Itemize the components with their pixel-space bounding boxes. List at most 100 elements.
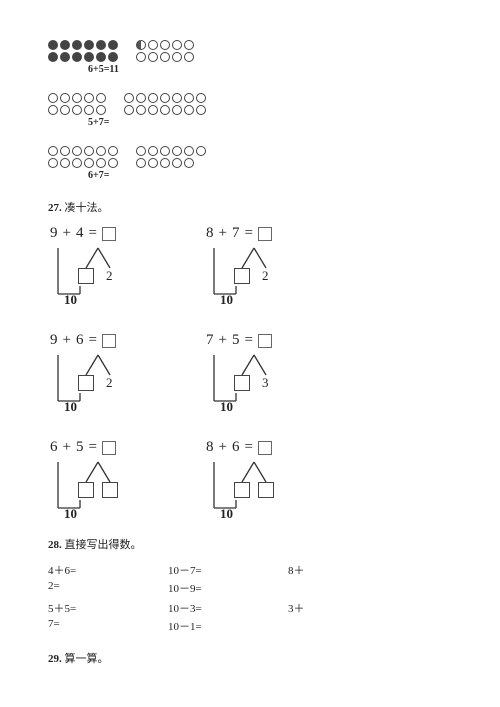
dot — [72, 93, 82, 103]
split-box-left[interactable] — [234, 375, 250, 391]
split-box-left[interactable] — [234, 268, 250, 284]
ten-label: 10 — [64, 506, 77, 522]
dot — [184, 146, 194, 156]
dot — [96, 40, 106, 50]
split-right-value: 2 — [262, 268, 269, 284]
dot — [84, 105, 94, 115]
answer-box[interactable] — [102, 227, 116, 241]
dot — [172, 158, 182, 168]
dot-row — [48, 146, 460, 156]
dot — [96, 146, 106, 156]
dot — [48, 93, 58, 103]
arith-cell: 7= — [48, 618, 168, 634]
dot — [184, 158, 194, 168]
dot — [136, 105, 146, 115]
answer-box[interactable] — [258, 441, 272, 455]
dot — [160, 146, 170, 156]
dot — [48, 52, 58, 62]
arithmetic-grid: 4＋6=10－7=8＋2=10－9=5＋5=10－3=3＋7=10－1= — [48, 562, 460, 634]
dot — [96, 158, 106, 168]
dot — [160, 40, 170, 50]
ten-label: 10 — [64, 292, 77, 308]
make-ten-expression: 7+5= — [206, 332, 326, 349]
split-box-right[interactable] — [258, 482, 274, 498]
dot — [148, 105, 158, 115]
dot-row — [48, 52, 460, 62]
split-box-left[interactable] — [78, 482, 94, 498]
dot — [60, 52, 70, 62]
arith-cell: 10－3= — [168, 600, 288, 616]
answer-box[interactable] — [102, 334, 116, 348]
dot-row — [48, 158, 460, 168]
addend-a: 6 — [50, 439, 59, 456]
make-ten-item: 8+7=210 — [206, 225, 326, 306]
make-ten-item: 7+5= 310 — [206, 332, 326, 413]
split-box-left[interactable] — [78, 375, 94, 391]
make-ten-item: 9+4= 210 — [50, 225, 170, 306]
addend-b: 5 — [232, 332, 241, 349]
dot — [96, 93, 106, 103]
dot — [160, 158, 170, 168]
arith-cell: 10－7= — [168, 562, 288, 578]
dot — [60, 158, 70, 168]
dot — [136, 40, 146, 50]
dot — [172, 93, 182, 103]
dot — [172, 52, 182, 62]
dot — [136, 52, 146, 62]
dot — [60, 146, 70, 156]
addend-b: 5 — [76, 439, 85, 456]
answer-box[interactable] — [258, 227, 272, 241]
split-box-left[interactable] — [234, 482, 250, 498]
arith-cell — [288, 618, 368, 634]
arith-cell — [288, 580, 368, 596]
make-ten-diagram: 210 — [50, 246, 160, 306]
dot — [48, 40, 58, 50]
dot — [108, 52, 118, 62]
dot — [84, 40, 94, 50]
dot — [136, 158, 146, 168]
question-28-heading: 28. 直接写出得数。 — [48, 536, 460, 552]
dot — [160, 93, 170, 103]
addend-a: 9 — [50, 332, 59, 349]
q28-number: 28. — [48, 539, 62, 551]
question-27-heading: 27. 凑十法。 — [48, 199, 460, 215]
dot — [48, 158, 58, 168]
dot-problem: 6+7= — [48, 146, 460, 181]
dot — [48, 146, 58, 156]
dot — [160, 105, 170, 115]
split-box-left[interactable] — [78, 268, 94, 284]
addend-a: 7 — [206, 332, 215, 349]
arith-cell: 5＋5= — [48, 600, 168, 616]
make-ten-expression: 9+4= — [50, 225, 170, 242]
make-ten-item: 9+6= 2 10 — [50, 332, 170, 413]
answer-box[interactable] — [258, 334, 272, 348]
dot — [48, 105, 58, 115]
dot — [72, 146, 82, 156]
dot — [60, 105, 70, 115]
make-ten-expression: 6+5= — [50, 439, 170, 456]
split-right-value: 3 — [262, 375, 269, 391]
dot — [148, 158, 158, 168]
split-box-right[interactable] — [102, 482, 118, 498]
dot — [84, 93, 94, 103]
make-ten-diagram: 2 10 — [50, 353, 160, 413]
dot — [160, 52, 170, 62]
make-ten-diagram: 310 — [206, 353, 316, 413]
dot — [84, 146, 94, 156]
dot — [108, 158, 118, 168]
ten-label: 10 — [64, 399, 77, 415]
make-ten-diagram: 10 — [206, 460, 316, 520]
answer-box[interactable] — [102, 441, 116, 455]
dot — [196, 93, 206, 103]
question-29-heading: 29. 算一算。 — [48, 650, 460, 666]
addend-a: 8 — [206, 225, 215, 242]
dot — [60, 93, 70, 103]
addend-a: 9 — [50, 225, 59, 242]
dot-problem: 6+5=11 — [48, 40, 460, 75]
dot — [172, 105, 182, 115]
dot — [72, 158, 82, 168]
addend-b: 6 — [76, 332, 85, 349]
dot — [184, 93, 194, 103]
split-right-value: 2 — [106, 375, 113, 391]
make-ten-expression: 9+6= — [50, 332, 170, 349]
